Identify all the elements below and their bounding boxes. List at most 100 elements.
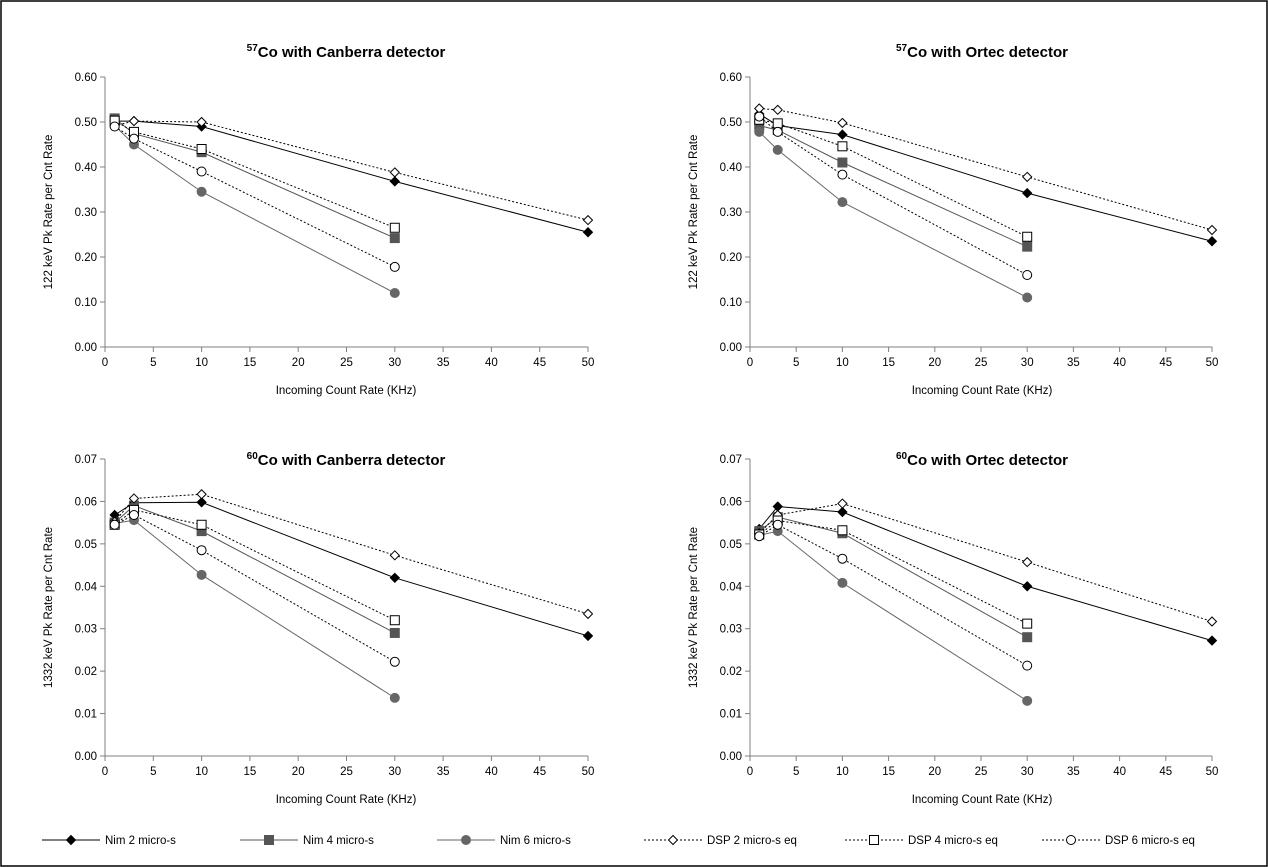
x-tick-label: 25 — [975, 766, 988, 778]
y-axis-label: 122 keV Pk Rate per Cnt Rate — [688, 135, 700, 290]
legend-marker — [264, 835, 274, 845]
x-tick-label: 10 — [195, 357, 208, 369]
data-point — [1022, 231, 1033, 242]
data-point — [389, 615, 400, 626]
y-tick-label: 0.04 — [75, 581, 98, 593]
x-axis-label: Incoming Count Rate (KHz) — [276, 794, 417, 806]
data-point — [389, 233, 400, 244]
chart-title-text: Co with Canberra detector — [258, 452, 446, 469]
data-point — [1206, 224, 1218, 236]
legend-marker — [65, 834, 77, 846]
series-3 — [109, 120, 400, 298]
series-line — [759, 108, 1213, 231]
series-line — [114, 120, 395, 229]
x-tick-label: 40 — [1113, 766, 1126, 778]
y-tick-label: 0.10 — [720, 297, 742, 309]
chart-panel-1: 57Co with Canberra detector 0 5 10 15 20 25 30 3… — [43, 43, 594, 397]
series-line — [114, 118, 396, 239]
data-point — [582, 214, 594, 226]
x-tick-label: 25 — [340, 766, 353, 778]
data-point — [837, 141, 848, 152]
data-point — [389, 261, 400, 272]
series-4 — [109, 115, 594, 226]
chart-title: 60Co with Ortec detector — [896, 451, 1068, 469]
data-point — [1022, 241, 1033, 252]
data-point — [196, 144, 207, 154]
x-tick-label: 35 — [1067, 357, 1080, 369]
data-point — [1021, 171, 1033, 183]
data-point — [772, 104, 783, 116]
data-point — [196, 519, 207, 530]
legend-label: DSP 4 micro-s eq — [908, 835, 998, 847]
x-tick-label: 15 — [244, 357, 257, 369]
series-6 — [109, 510, 400, 667]
x-tick-label: 25 — [340, 357, 353, 369]
x-tick-label: 0 — [747, 357, 753, 369]
data-point — [389, 550, 401, 561]
y-axis-label: 1332 keV Pk Rate per Cnt Rate — [688, 527, 700, 688]
data-point — [1206, 635, 1218, 646]
data-point — [389, 167, 401, 178]
data-point — [1206, 236, 1218, 247]
x-tick-label: 45 — [533, 357, 546, 369]
series-5 — [109, 115, 400, 233]
series-line — [114, 509, 396, 621]
series-line — [114, 514, 396, 663]
series-line — [758, 116, 1028, 276]
y-tick-label: 0.03 — [720, 624, 742, 636]
legend-item-6: DSP 6 micro-s eq — [1042, 835, 1195, 847]
x-tick-label: 15 — [882, 766, 895, 778]
y-tick-label: 0.06 — [75, 496, 97, 508]
y-tick-label: 0.05 — [720, 539, 742, 551]
chart-title-text: Co with Ortec detector — [907, 452, 1068, 469]
series-5 — [754, 114, 1033, 242]
legend: Nim 2 micro-s Nim 4 micro-s Nim 6 micro-s D… — [42, 834, 1195, 847]
data-point — [196, 116, 207, 128]
x-tick-label: 10 — [195, 766, 208, 778]
data-point — [389, 222, 400, 233]
data-point — [754, 531, 765, 542]
x-tick-label: 45 — [1159, 766, 1172, 778]
chart-title: 60Co with Canberra detector — [247, 451, 446, 469]
x-tick-label: 30 — [388, 766, 401, 778]
y-tick-label: 0.30 — [720, 207, 742, 219]
series-2 — [109, 500, 400, 638]
x-tick-label: 40 — [1113, 357, 1126, 369]
series-line — [759, 119, 1028, 238]
y-tick-label: 0.50 — [75, 117, 97, 129]
x-tick-label: 45 — [533, 766, 546, 778]
series-line — [758, 519, 1028, 625]
data-point — [837, 498, 848, 509]
x-tick-label: 35 — [437, 766, 450, 778]
x-tick-label: 35 — [437, 357, 450, 369]
x-tick-label: 5 — [150, 766, 156, 778]
x-tick-label: 20 — [928, 766, 941, 778]
data-point — [837, 525, 848, 536]
series-line — [114, 493, 589, 615]
x-tick-label: 10 — [836, 357, 849, 369]
data-point — [1022, 660, 1033, 671]
y-tick-label: 0.20 — [75, 252, 97, 264]
chart-title: 57Co with Ortec detector — [896, 43, 1068, 61]
data-point — [196, 497, 207, 508]
series-line — [758, 505, 1213, 642]
chart-title-text: Co with Ortec detector — [907, 44, 1068, 61]
series-line — [114, 505, 396, 634]
data-point — [837, 577, 848, 588]
series-6 — [754, 111, 1033, 280]
y-tick-label: 0.30 — [75, 207, 97, 219]
data-point — [1021, 556, 1033, 568]
x-tick-label: 30 — [1021, 357, 1034, 369]
x-tick-label: 50 — [1206, 766, 1219, 778]
series-2 — [109, 113, 400, 244]
data-point — [389, 656, 400, 667]
data-point — [128, 510, 139, 521]
data-point — [772, 118, 783, 129]
data-point — [1022, 618, 1033, 629]
series-1 — [754, 501, 1218, 646]
x-tick-label: 35 — [1067, 766, 1080, 778]
x-tick-label: 50 — [582, 357, 595, 369]
series-2 — [754, 120, 1033, 252]
x-tick-label: 10 — [836, 766, 849, 778]
data-point — [837, 553, 848, 564]
